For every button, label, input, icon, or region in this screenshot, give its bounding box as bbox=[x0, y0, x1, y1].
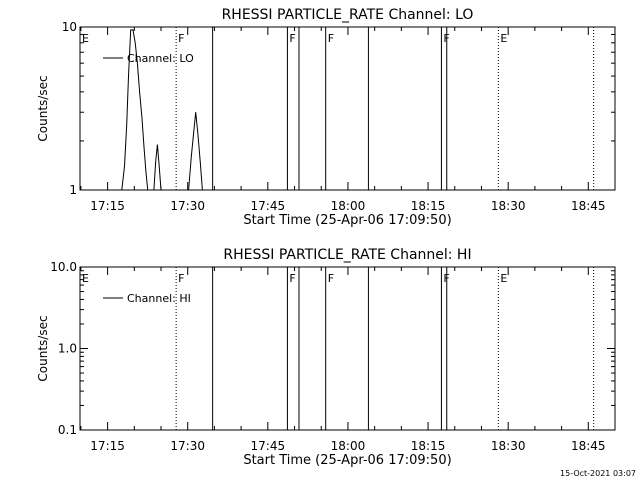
event-flag: F bbox=[443, 32, 449, 45]
y-axis-label: Counts/sec bbox=[36, 315, 50, 381]
y-tick-label: 10.0 bbox=[50, 260, 77, 274]
chart-panel-2: RHESSI PARTICLE_RATE Channel: HI Counts/s… bbox=[36, 247, 616, 468]
event-flag: E bbox=[82, 32, 89, 45]
event-flag: F bbox=[443, 272, 449, 285]
x-axis-label: Start Time (25-Apr-06 17:09:50) bbox=[243, 213, 451, 228]
x-tick-label: 18:15 bbox=[411, 199, 446, 213]
y-tick-label: 1.0 bbox=[58, 342, 77, 356]
legend-label: Channel: LO bbox=[127, 52, 194, 65]
legend: Channel: LO bbox=[103, 52, 194, 65]
legend-label: Channel: HI bbox=[127, 292, 191, 305]
x-tick-label: 17:30 bbox=[170, 199, 205, 213]
y-tick-label: 1 bbox=[69, 183, 77, 197]
event-flag: F bbox=[328, 272, 334, 285]
chart-panel-1: RHESSI PARTICLE_RATE Channel: LO Counts/s… bbox=[36, 7, 616, 228]
event-flag: E bbox=[82, 272, 89, 285]
event-flag: F bbox=[328, 32, 334, 45]
x-axis-label: Start Time (25-Apr-06 17:09:50) bbox=[243, 453, 451, 468]
event-flag: E bbox=[500, 32, 507, 45]
x-tick-label: 18:00 bbox=[331, 439, 366, 453]
event-flag: F bbox=[289, 272, 295, 285]
x-tick-label: 18:00 bbox=[331, 199, 366, 213]
x-tick-label: 17:45 bbox=[251, 439, 286, 453]
event-flag: F bbox=[289, 32, 295, 45]
x-tick-label: 17:15 bbox=[90, 199, 125, 213]
chart-title: RHESSI PARTICLE_RATE Channel: HI bbox=[223, 247, 471, 263]
event-flag: F bbox=[178, 32, 184, 45]
y-tick-label: 0.1 bbox=[58, 423, 77, 437]
x-tick-label: 18:15 bbox=[411, 439, 446, 453]
y-tick-label: 10 bbox=[62, 20, 77, 34]
x-tick-label: 18:30 bbox=[491, 439, 526, 453]
series-line bbox=[121, 29, 203, 191]
x-tick-label: 17:30 bbox=[170, 439, 205, 453]
x-tick-label: 17:45 bbox=[251, 199, 286, 213]
event-flag: E bbox=[500, 272, 507, 285]
legend: Channel: HI bbox=[103, 292, 191, 305]
footer-timestamp: 15-Oct-2021 03:07 bbox=[560, 469, 636, 478]
chart-title: RHESSI PARTICLE_RATE Channel: LO bbox=[222, 7, 474, 23]
event-flag: F bbox=[178, 272, 184, 285]
x-tick-label: 18:45 bbox=[571, 199, 606, 213]
x-tick-label: 18:45 bbox=[571, 439, 606, 453]
x-tick-label: 18:30 bbox=[491, 199, 526, 213]
x-tick-label: 17:15 bbox=[90, 439, 125, 453]
y-axis-label: Counts/sec bbox=[36, 75, 50, 141]
